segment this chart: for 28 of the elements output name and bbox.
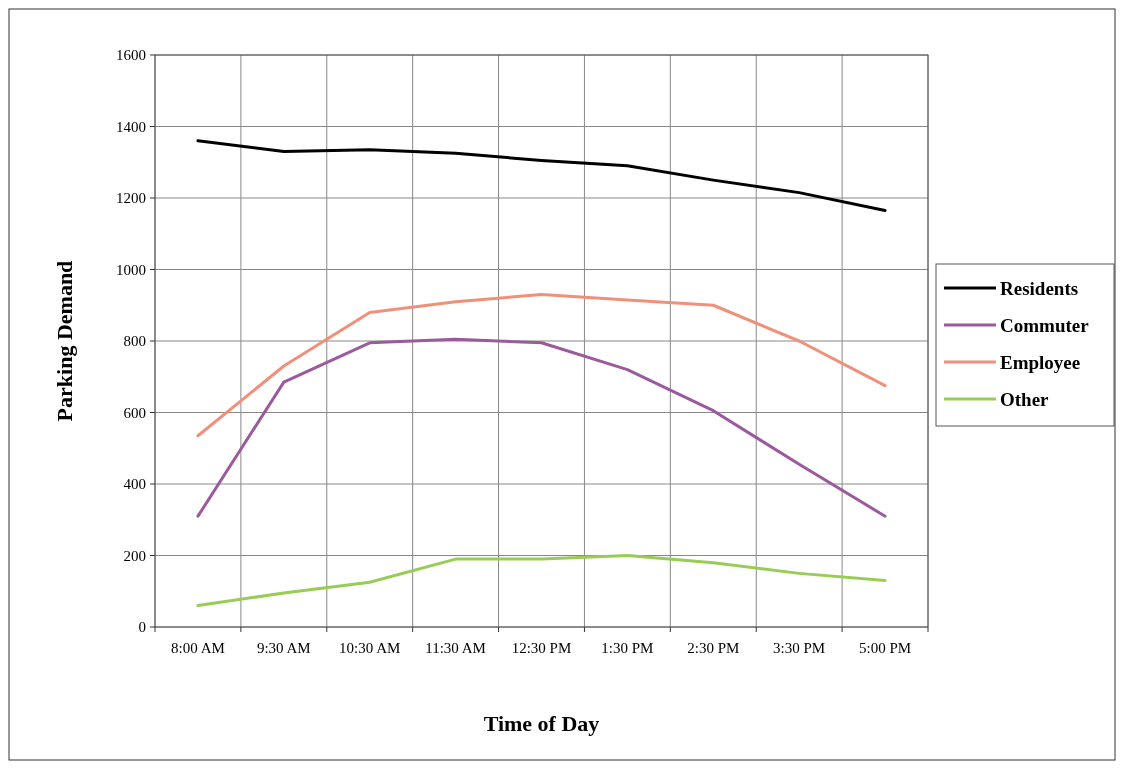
line-series: [196, 554, 887, 608]
y-tick-label: 1600: [116, 47, 146, 64]
x-tick-label: 8:00 AM: [171, 640, 225, 656]
x-tick-label: 2:30 PM: [687, 640, 740, 656]
x-tick-label: 12:30 PM: [511, 640, 572, 656]
x-tick-label: 9:30 AM: [256, 640, 311, 656]
line-series: [196, 293, 887, 438]
x-tick-label: 10:30 AM: [339, 640, 401, 656]
y-tick-label: 600: [123, 404, 146, 421]
y-tick-label: 200: [123, 547, 146, 564]
y-tick-label: 1400: [116, 118, 146, 135]
legend-label: Other: [1000, 388, 1050, 410]
y-tick-label: 0: [138, 619, 146, 636]
legend-label: Residents: [1000, 277, 1079, 299]
line-series: [196, 337, 887, 518]
y-tick-label: 400: [123, 476, 146, 493]
x-tick-label: 5:00 PM: [859, 640, 912, 656]
x-tick-label: 11:30 AM: [425, 640, 486, 656]
y-tick-label: 1200: [116, 190, 146, 207]
y-tick-label: 800: [123, 333, 146, 350]
x-tick-label: 1:30 PM: [601, 640, 654, 656]
x-axis-title: Time of Day: [483, 711, 600, 736]
y-tick-label: 1000: [116, 261, 146, 278]
line-series: [196, 139, 887, 213]
legend-label: Employee: [1000, 351, 1081, 373]
legend-label: Commuter: [1000, 314, 1090, 336]
y-axis-title: Parking Demand: [52, 260, 77, 422]
x-tick-label: 3:30 PM: [773, 640, 826, 656]
